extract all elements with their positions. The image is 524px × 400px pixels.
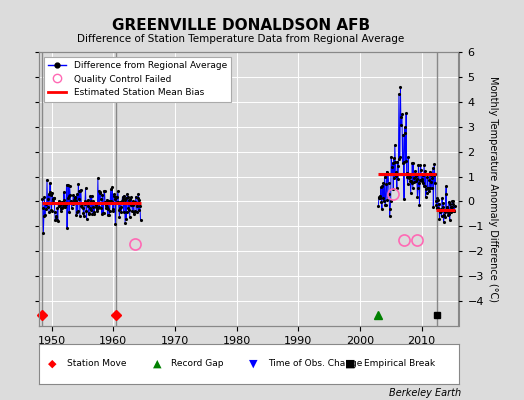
Text: ▲: ▲ [152, 358, 161, 368]
Text: Empirical Break: Empirical Break [364, 359, 435, 368]
Text: Station Move: Station Move [67, 359, 126, 368]
Text: ◆: ◆ [48, 358, 56, 368]
Text: Berkeley Earth: Berkeley Earth [389, 388, 461, 398]
Text: Time of Obs. Change: Time of Obs. Change [268, 359, 362, 368]
Text: Difference of Station Temperature Data from Regional Average: Difference of Station Temperature Data f… [78, 34, 405, 44]
Text: ■: ■ [345, 358, 356, 368]
Text: GREENVILLE DONALDSON AFB: GREENVILLE DONALDSON AFB [112, 18, 370, 33]
Text: Record Gap: Record Gap [171, 359, 224, 368]
Y-axis label: Monthly Temperature Anomaly Difference (°C): Monthly Temperature Anomaly Difference (… [488, 76, 498, 302]
Text: ▼: ▼ [249, 358, 257, 368]
Legend: Difference from Regional Average, Quality Control Failed, Estimated Station Mean: Difference from Regional Average, Qualit… [44, 56, 232, 102]
